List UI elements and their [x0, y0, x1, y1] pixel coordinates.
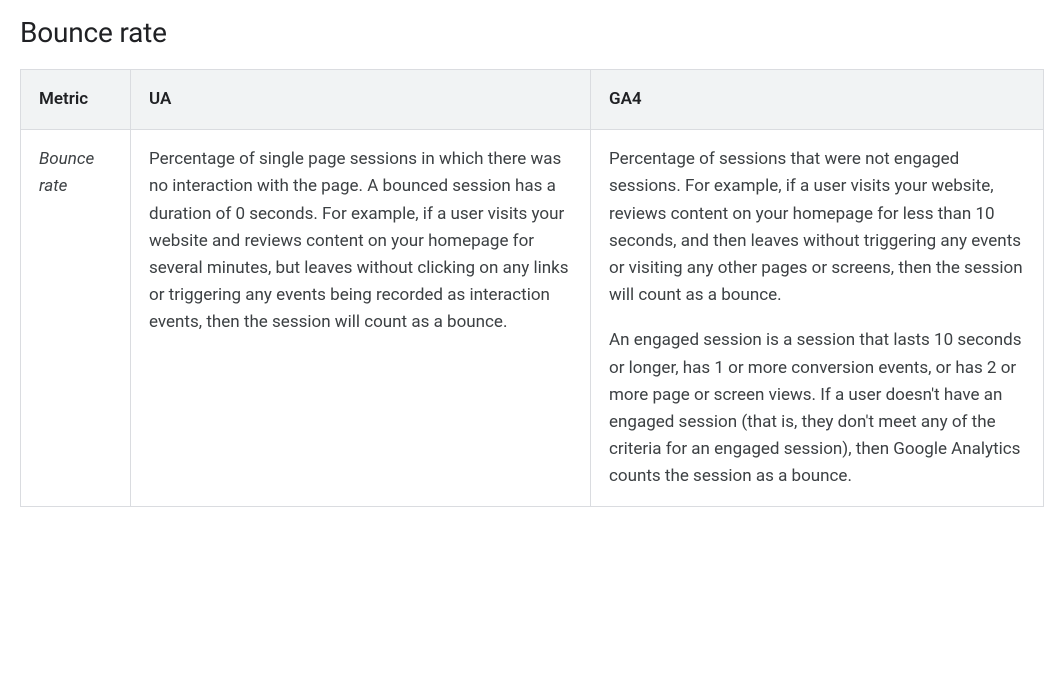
col-header-ua: UA [131, 70, 591, 130]
metric-name-cell: Bounce rate [21, 130, 131, 507]
ua-paragraph: Percentage of single page sessions in wh… [149, 146, 572, 336]
col-header-metric: Metric [21, 70, 131, 130]
table-row: Bounce rate Percentage of single page se… [21, 130, 1044, 507]
col-header-ga4: GA4 [591, 70, 1044, 130]
ga4-description-cell: Percentage of sessions that were not eng… [591, 130, 1044, 507]
comparison-table: Metric UA GA4 Bounce rate Percentage of … [20, 69, 1044, 507]
table-header-row: Metric UA GA4 [21, 70, 1044, 130]
section-title: Bounce rate [20, 16, 1044, 49]
ua-description-cell: Percentage of single page sessions in wh… [131, 130, 591, 507]
ga4-paragraph-2: An engaged session is a session that las… [609, 327, 1025, 490]
ga4-paragraph-1: Percentage of sessions that were not eng… [609, 146, 1025, 309]
